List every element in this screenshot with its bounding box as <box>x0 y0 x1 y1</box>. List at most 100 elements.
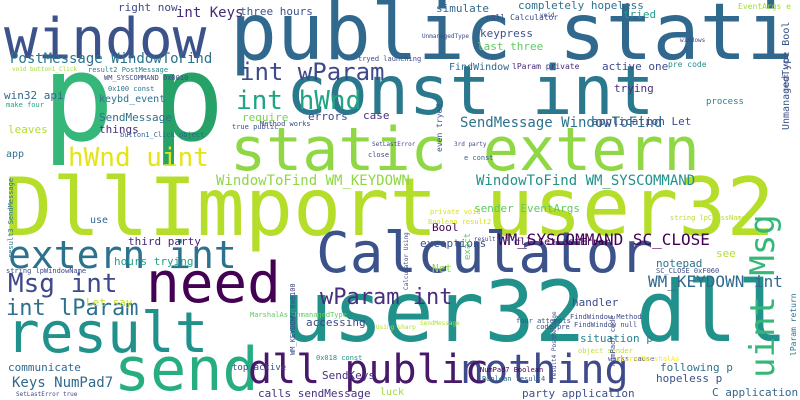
word: hours trying <box>114 255 194 268</box>
word: trying <box>614 82 654 95</box>
word: hopeless p <box>656 372 723 385</box>
word: PostMessage WindowToFind <box>10 51 213 67</box>
word: last three <box>477 40 544 53</box>
word: wParam int <box>320 285 453 310</box>
word: leaves <box>8 123 48 136</box>
word: true public <box>232 123 279 131</box>
word: code pre <box>536 323 570 331</box>
word: Net <box>432 262 452 275</box>
word: SetLastError true <box>16 391 78 398</box>
word: Bool <box>432 221 459 234</box>
word: void button1_Click <box>12 66 78 73</box>
word: FindWindow Method <box>570 313 642 321</box>
word: tryed launching <box>358 55 422 63</box>
word: even tryed <box>435 103 444 152</box>
word: situation p <box>580 332 653 345</box>
word: accessing <box>306 316 366 329</box>
word: string lpWindowName <box>6 267 87 275</box>
word: simulate <box>436 2 489 15</box>
word: Using sharp <box>376 324 416 331</box>
word: hWnd uint <box>68 143 209 173</box>
word: nothing <box>460 347 629 393</box>
word: window <box>4 7 207 72</box>
word: require <box>242 111 289 124</box>
word: keypress <box>480 27 533 40</box>
word: int wParam <box>240 58 385 86</box>
word: lParam private <box>512 62 580 71</box>
word: WM_SYSCOMMAND 0x0010 <box>104 74 189 82</box>
word: Calculator Using <box>403 232 410 290</box>
word: int Keys <box>176 5 244 21</box>
word: NumPad7 Boolean <box>480 366 544 374</box>
word: process <box>706 97 744 107</box>
word: three hours <box>240 5 313 18</box>
word: e const <box>464 154 494 162</box>
word: notepad <box>656 257 703 270</box>
word: four attempts <box>516 317 571 325</box>
word: C application <box>712 386 799 399</box>
word: calls sendMessage <box>258 387 371 400</box>
word: user32 dll <box>282 263 788 361</box>
word: Boolean result2 <box>428 218 492 226</box>
word: keybd_event <box>99 94 166 105</box>
word: make four <box>6 101 44 109</box>
word: dll public <box>248 347 489 393</box>
word: pre code <box>668 60 707 69</box>
word: completely hopeless <box>518 0 644 12</box>
word: SendMessage <box>99 111 172 124</box>
word: see <box>716 247 736 260</box>
word: application Let <box>592 115 692 128</box>
word: SC_CLOSE 0xF060 <box>656 267 720 275</box>
word: static extern <box>230 115 700 185</box>
word: WM_KEYDOWN 0x0100 <box>289 283 297 355</box>
word: third party <box>128 235 201 248</box>
word: 0x100 const <box>108 85 155 93</box>
word: result <box>6 301 209 366</box>
word: MarshalAs UnmanagedType <box>250 311 347 319</box>
word: Msg int <box>8 269 118 299</box>
word: uint Msg <box>743 214 783 378</box>
word: WindowToFind WM_KEYDOWN <box>216 173 410 189</box>
word: case <box>363 109 390 122</box>
word: Boolean result4 <box>482 375 546 383</box>
word: win32 api <box>4 89 64 102</box>
word: SendMessage <box>420 320 460 327</box>
word: Calculator <box>316 221 654 286</box>
word: 3rd party <box>454 141 487 148</box>
word: object sender <box>578 347 633 355</box>
word: WindowToFind WM_SYSCOMMAND <box>476 173 696 189</box>
word: app <box>6 149 25 160</box>
word: FindWindow null <box>574 321 638 329</box>
word: EventArgs e <box>738 2 791 11</box>
word: lParam return <box>789 293 798 356</box>
word: result4 PostMessage <box>551 311 558 380</box>
word: things <box>99 123 139 136</box>
word: send <box>114 335 259 400</box>
word: WM_KEYDOWN int <box>648 272 783 291</box>
word: WM_SYSCOMMAND SC_CLOSE <box>498 230 710 249</box>
word: 0x018 const <box>316 354 363 362</box>
word: top active <box>232 363 287 373</box>
word: SetLastError <box>372 141 416 148</box>
word: null Calculator <box>486 13 559 22</box>
word: UnmanagedType <box>422 33 469 40</box>
word: windows <box>680 37 706 44</box>
word: exceptions <box>420 237 487 250</box>
word: const int <box>783 59 790 92</box>
word: exact <box>463 232 473 260</box>
word: DllImport user32 <box>4 161 775 254</box>
word: e <box>684 45 688 52</box>
word: party application <box>522 387 635 400</box>
word: result2 PostMessage <box>88 66 169 74</box>
word: int lParam <box>6 296 139 321</box>
word: use <box>90 215 109 226</box>
word: sender EventArgs <box>474 202 580 215</box>
word: int hWnd <box>236 86 362 116</box>
word: FindWindow <box>449 62 510 73</box>
word: result3 SendMessage <box>7 177 15 258</box>
word: Let say <box>86 296 133 309</box>
word: close <box>368 151 390 159</box>
word: dll SetLastError <box>514 237 611 248</box>
word: const int <box>286 52 655 131</box>
